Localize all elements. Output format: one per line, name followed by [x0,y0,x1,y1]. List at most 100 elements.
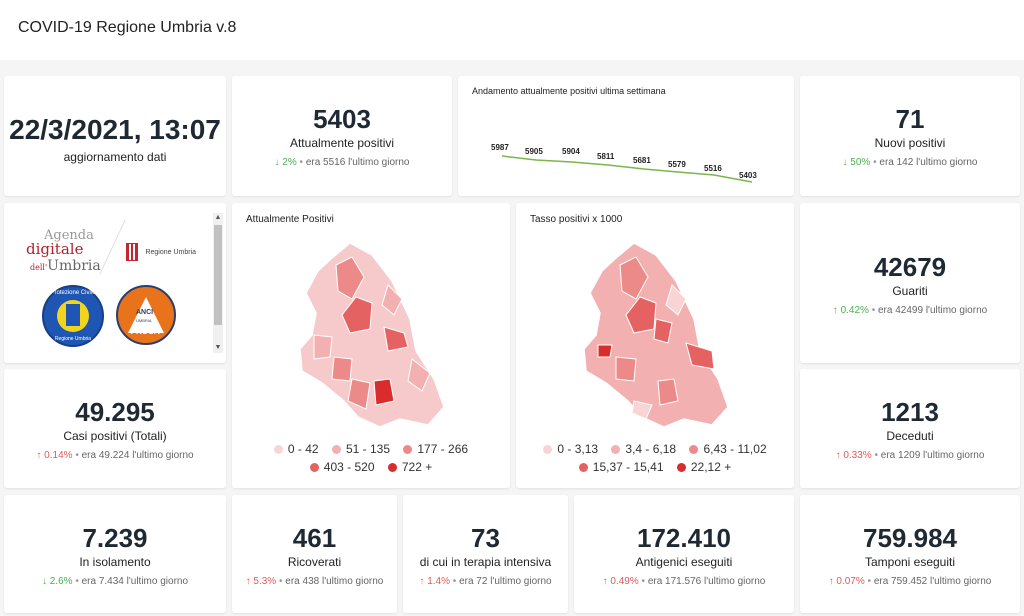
legend-item: 177 - 266 [403,442,468,456]
kpi-label: di cui in terapia intensiva [419,555,552,569]
map-legend: 0 - 3,13 3,4 - 6,18 6,43 - 11,02 [516,442,794,456]
region-outline [299,242,445,428]
arrow-down-icon: ↓ [41,576,47,587]
kpi-casi-positivi: 49.295 Casi positivi (Totali) ↑ 0.14% • … [4,369,226,488]
province-zone [685,342,715,370]
trend-line [501,155,753,183]
regione-umbria-logo: Regione Umbria [126,243,196,261]
kpi-isolamento: 7.239 In isolamento ↓ 2.6% • era 7.434 l… [4,495,226,613]
arrow-up-icon: ↑ [36,450,42,461]
kpi-deceduti: 1213 Deceduti ↑ 0.33% • era 1209 l'ultim… [800,369,1020,488]
kpi-prev: era 759.452 l'ultimo giorno [873,576,992,587]
province-zone [665,284,687,316]
logos-card: Agenda digitale dell'Umbria Regione Umbr… [4,203,226,363]
legend-item: 6,43 - 11,02 [689,442,767,456]
kpi-prev: era 42499 l'ultimo giorno [878,305,988,316]
arrow-up-icon: ↑ [602,576,608,587]
legend-swatch [387,463,397,473]
update-datetime: 22/3/2021, 13:07 [9,114,221,145]
legend-swatch [611,445,621,455]
kpi-antigenici: 172.410 Antigenici eseguiti ↑ 0.49% • er… [574,495,794,613]
agenda-digitale-logo: Agenda digitale dell'Umbria [22,229,104,273]
kpi-label: In isolamento [79,555,151,569]
trend-label: 5905 [525,147,543,156]
kpi-label: Guariti [892,284,928,298]
legend-item: 22,12 + [676,460,731,474]
scroll-down-icon[interactable]: ▼ [214,344,222,351]
kpi-ricoverati: 461 Ricoverati ↑ 5.3% • era 438 l'ultimo… [232,495,397,613]
scroll-up-icon[interactable]: ▲ [214,214,222,221]
legend-swatch [543,445,553,455]
trend-label: 5987 [491,143,509,152]
trend-label: 5403 [739,171,757,180]
update-card: 22/3/2021, 13:07 aggiornamento dati [4,76,226,196]
province-zone [407,358,431,392]
protezione-sub: Regione Umbria [54,336,92,342]
arrow-up-icon: ↑ [245,576,251,587]
kpi-label: Ricoverati [287,555,342,569]
kpi-delta: ↑ 0.14% • era 49.224 l'ultimo giorno [36,450,194,461]
province-zone [347,378,371,410]
province-zone [653,318,673,344]
kpi-prev: era 72 l'ultimo giorno [459,576,552,587]
arrow-down-icon: ↓ [842,157,848,168]
kpi-label: Tamponi eseguiti [864,555,956,569]
trend-label: 5904 [562,147,580,156]
legend-swatch [689,445,699,455]
province-zone [631,400,653,420]
anci-label: ANCI [136,309,154,316]
umbria-map-positivi[interactable] [232,233,510,463]
kpi-label: Casi positivi (Totali) [63,429,167,443]
regione-emblem-icon [126,243,138,261]
kpi-value: 461 [292,523,337,553]
kpi-pct: 2% [282,157,297,168]
scroll-thumb[interactable] [214,225,222,325]
province-zone [597,344,613,358]
map-legend: 15,37 - 15,41 22,12 + [516,460,794,474]
kpi-value: 73 [471,523,500,553]
trend-title: Andamento attualmente positivi ultima se… [472,86,666,96]
kpi-prev: era 438 l'ultimo giorno [285,576,384,587]
kpi-nuovi-positivi: 71 Nuovi positivi ↓ 50% • era 142 l'ulti… [800,76,1020,196]
province-zone [341,296,373,334]
kpi-label: Attualmente positivi [289,136,395,150]
trend-sparkline [501,155,753,183]
kpi-delta: ↑ 0.07% • era 759.452 l'ultimo giorno [828,576,992,587]
kpi-guariti: 42679 Guariti ↑ 0.42% • era 42499 l'ulti… [800,203,1020,363]
trend-label: 5579 [668,160,686,169]
logos-scrollbar[interactable]: ▲ ▼ [213,213,223,353]
kpi-label: Antigenici eseguiti [635,555,733,569]
legend-item: 722 + [387,460,432,474]
legend-item: 3,4 - 6,18 [611,442,676,456]
agenda-line2: digitale [26,240,84,258]
kpi-delta: ↑ 5.3% • era 438 l'ultimo giorno [245,576,384,587]
kpi-value: 5403 [313,104,371,134]
province-zone [313,334,333,360]
arrow-up-icon: ↑ [835,450,841,461]
legend-swatch [676,463,686,473]
header-bar: COVID-19 Regione Umbria v.8 [0,0,1024,60]
legend-item: 51 - 135 [331,442,390,456]
kpi-value: 759.984 [863,523,957,553]
kpi-label: Deceduti [886,429,934,443]
kpi-pct: 0.33% [843,450,872,461]
protezione-civile-logo: Protezione Civile Regione Umbria [42,285,104,347]
kpi-prev: era 142 l'ultimo giorno [879,157,978,168]
kpi-delta: ↓ 2% • era 5516 l'ultimo giorno [274,157,410,168]
legend-item: 15,37 - 15,41 [578,460,664,474]
kpi-delta: ↓ 50% • era 142 l'ultimo giorno [842,157,978,168]
regione-label: Regione Umbria [145,248,197,256]
umbria-map-tasso[interactable] [516,233,794,463]
kpi-terapia-intensiva: 73 di cui in terapia intensiva ↑ 1.4% • … [403,495,568,613]
province-zone [335,256,365,300]
arrow-up-icon: ↑ [828,576,834,587]
kpi-pct: 0.14% [44,450,73,461]
kpi-tamponi: 759.984 Tamponi eseguiti ↑ 0.07% • era 7… [800,495,1020,613]
kpi-label: Nuovi positivi [874,136,946,150]
anci-prociv-logo: ANCI UMBRIA PROCIV [116,285,176,345]
kpi-pct: 0.49% [610,576,639,587]
agenda-line3: dell'Umbria [30,258,101,274]
legend-swatch [331,445,341,455]
kpi-value: 42679 [873,252,947,282]
map-legend: 403 - 520 722 + [232,460,510,474]
